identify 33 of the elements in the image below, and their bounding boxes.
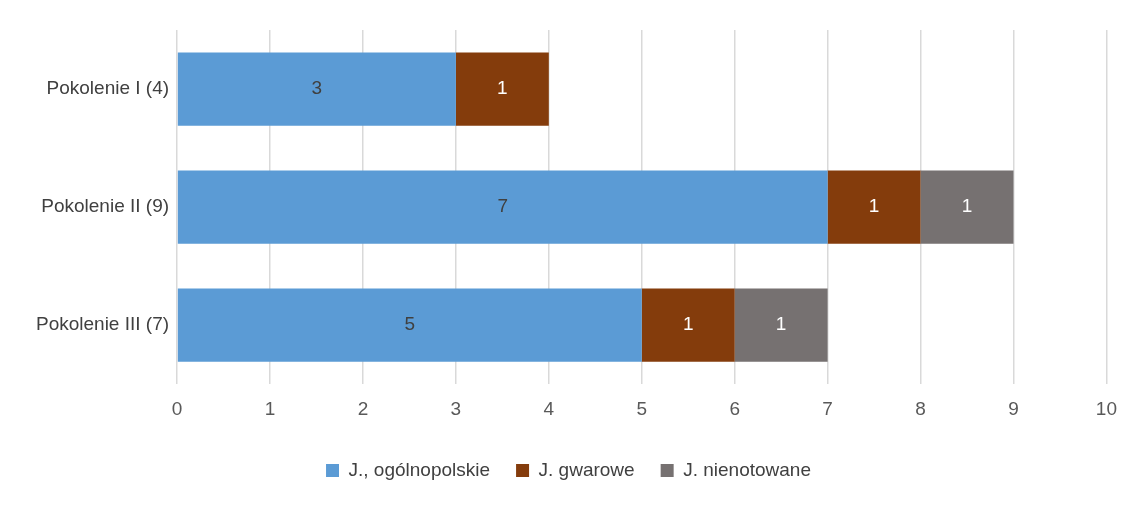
data-label: 1 [682, 313, 694, 335]
bar [641, 288, 735, 362]
data-label: 3 [311, 77, 323, 99]
x-tick-label: 2 [357, 397, 369, 419]
x-tick-label: 3 [450, 397, 462, 419]
legend-label: J. gwarowe [538, 458, 635, 480]
legend-label: J. nienotowane [683, 458, 811, 480]
bar [177, 288, 642, 362]
x-tick-label: 1 [264, 397, 276, 419]
data-label: 1 [868, 195, 880, 217]
x-tick-label: 6 [729, 397, 740, 419]
bar [455, 52, 549, 126]
x-tick-label: 0 [171, 397, 183, 419]
bar [920, 170, 1014, 244]
data-label: 5 [404, 313, 416, 335]
bar [734, 288, 828, 362]
bar [177, 170, 828, 244]
bar [827, 170, 921, 244]
data-label: 1 [961, 195, 973, 217]
x-tick-label: 8 [915, 397, 926, 419]
y-tick-label: Pokolenie II (9) [41, 195, 170, 217]
x-tick-label: 7 [822, 397, 833, 419]
data-label: 1 [775, 313, 787, 335]
y-tick-label: Pokolenie III (7) [35, 313, 170, 335]
legend-label: J., ogólnopolskie [348, 458, 491, 480]
x-tick-label: 4 [543, 397, 555, 419]
data-label: 1 [497, 77, 508, 99]
y-tick-label: Pokolenie I (4) [46, 77, 170, 99]
data-label: 7 [497, 195, 509, 217]
x-tick-label: 5 [636, 397, 648, 419]
x-tick-label: 10 [1095, 397, 1117, 419]
x-tick-label: 9 [1008, 397, 1019, 419]
bar [177, 52, 456, 126]
